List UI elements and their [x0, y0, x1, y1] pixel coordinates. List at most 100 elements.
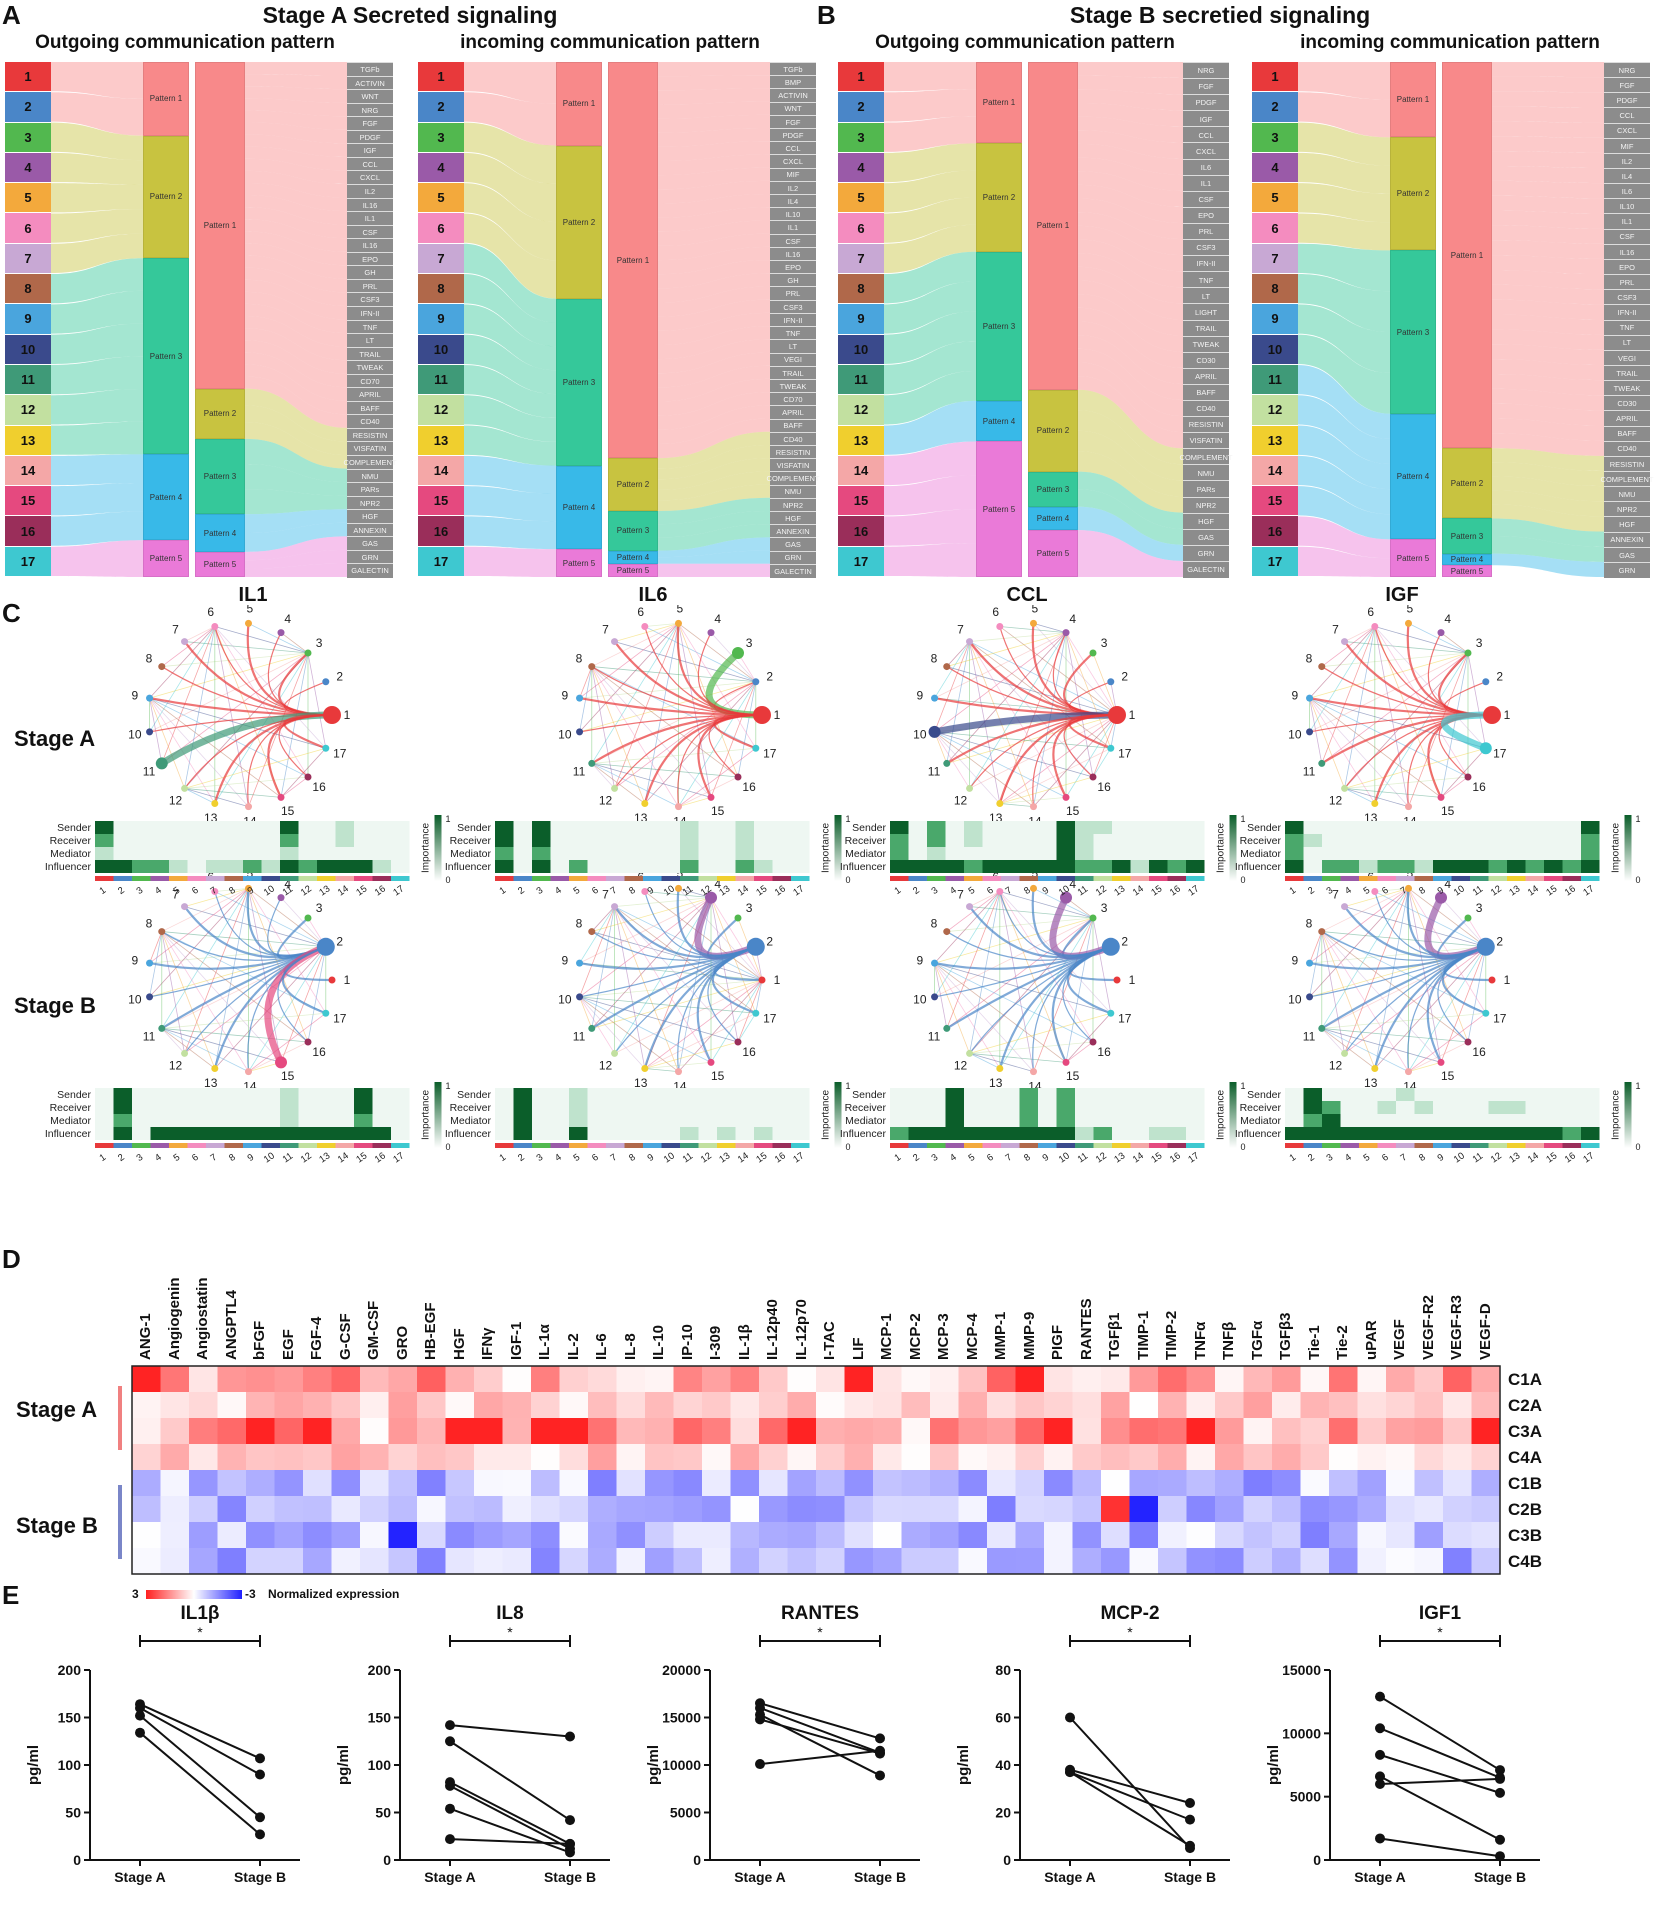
sankey-flow: [1492, 448, 1604, 471]
heatmap-cell: [901, 1548, 931, 1575]
network-edge: [969, 891, 1001, 1054]
heatmap-row-label: C2B: [1508, 1500, 1542, 1519]
role-cell: [890, 821, 909, 834]
role-cell: [169, 821, 188, 834]
role-cell: [661, 1088, 680, 1101]
role-cell: [1359, 1101, 1378, 1114]
network-edge: [644, 891, 763, 981]
network-edge: [1440, 776, 1469, 798]
role-cell: [1303, 1114, 1322, 1127]
y-axis-title: pg/ml: [645, 1745, 662, 1785]
role-label: Influencer: [45, 861, 92, 873]
network-edge: [1442, 945, 1487, 1015]
pattern-box: Pattern 4: [1390, 413, 1436, 540]
signal-box: CD40: [347, 414, 393, 429]
role-cell: [1038, 1088, 1057, 1101]
network-node: [1404, 619, 1412, 627]
role-cell: [1433, 821, 1452, 834]
role-cell: [661, 860, 680, 873]
importance-min: 0: [1636, 1142, 1641, 1152]
role-cluster-bar: [1149, 876, 1168, 881]
heatmap-cell: [1272, 1444, 1301, 1471]
role-cluster-label: 14: [1526, 883, 1541, 898]
role-cell: [550, 821, 569, 834]
paired-line: [1379, 1695, 1501, 1771]
role-cell: [335, 1101, 354, 1114]
role-cell: [1433, 1101, 1452, 1114]
role-cluster-label: 4: [553, 1152, 564, 1164]
importance-min: 0: [846, 875, 851, 885]
network-edge: [1467, 946, 1487, 1043]
role-cell: [698, 1114, 717, 1127]
role-cluster-label: 6: [1380, 1152, 1391, 1164]
role-cell: [754, 847, 773, 860]
role-cell: [335, 860, 354, 873]
signal-box: FGF: [1604, 77, 1650, 94]
role-cell: [1112, 1101, 1131, 1114]
heatmap-column-label: VEGF-R3: [1448, 1294, 1466, 1360]
x-tick-label: Stage B: [1474, 1869, 1526, 1885]
role-cluster-bar: [1433, 1143, 1452, 1148]
heatmap-column-label: MCP-1: [878, 1313, 896, 1360]
role-cell: [927, 847, 946, 860]
heatmap-column-label: GRO: [393, 1325, 411, 1360]
heatmap-cell: [132, 1470, 161, 1497]
role-cell: [945, 834, 964, 847]
network-edge: [248, 888, 327, 1014]
cluster-box: 5: [1252, 183, 1298, 213]
signal-box: IL1: [1604, 213, 1650, 230]
cluster-box: 8: [838, 274, 884, 304]
heatmap-cell: [1015, 1470, 1045, 1497]
role-cluster-label: 1: [892, 1152, 903, 1164]
paired-line: [759, 1707, 881, 1754]
heatmap-cell: [189, 1496, 218, 1523]
heatmap-cell: [217, 1496, 247, 1523]
heatmap-cell: [816, 1548, 845, 1575]
pattern-box: Pattern 2: [195, 388, 245, 439]
heatmap-cell: [246, 1392, 275, 1419]
heatmap-cell: [645, 1366, 674, 1393]
heatmap-cell: [987, 1418, 1016, 1445]
network-node: [304, 1038, 312, 1046]
role-cell: [1112, 1114, 1131, 1127]
role-cluster-bar: [1038, 1143, 1057, 1148]
heatmap-cell: [246, 1444, 275, 1471]
role-cell: [1001, 834, 1020, 847]
network-edge: [184, 788, 282, 798]
network-node: [1306, 694, 1314, 702]
network-edge: [969, 1053, 1001, 1069]
network-node: [211, 888, 219, 896]
role-cell: [1001, 1114, 1020, 1127]
role-cell: [1149, 1101, 1168, 1114]
network-node-label: 12: [954, 1058, 968, 1072]
network-edge: [1309, 931, 1323, 964]
network-edge: [614, 906, 712, 1063]
network-edge: [737, 1013, 757, 1043]
heatmap-cell: [1215, 1392, 1244, 1419]
sankey-flow: [1492, 403, 1604, 426]
role-cell: [643, 834, 662, 847]
role-cluster-label: 12: [299, 883, 314, 898]
role-cell: [1167, 834, 1186, 847]
heatmap-cell: [588, 1418, 617, 1445]
sankey-flow: [1492, 359, 1604, 381]
sankey-flow: [1298, 213, 1390, 251]
role-cell: [964, 1088, 983, 1101]
network-edge: [946, 917, 1094, 932]
cluster-box: 16: [838, 516, 884, 546]
heatmap-cell: [189, 1522, 218, 1549]
y-tick-label: 200: [58, 1662, 82, 1678]
role-cell: [606, 860, 625, 873]
role-cell: [113, 1114, 132, 1127]
network-node: [277, 894, 285, 902]
role-cell: [354, 1127, 373, 1140]
role-cluster-bar: [1285, 1143, 1304, 1148]
network-edge: [1321, 1028, 1409, 1072]
importance-label: Importance: [1216, 823, 1227, 873]
role-cell: [1544, 860, 1563, 873]
pattern-box: Pattern 3: [143, 258, 189, 455]
role-cell: [1149, 860, 1168, 873]
heatmap-cell: [1443, 1548, 1472, 1575]
